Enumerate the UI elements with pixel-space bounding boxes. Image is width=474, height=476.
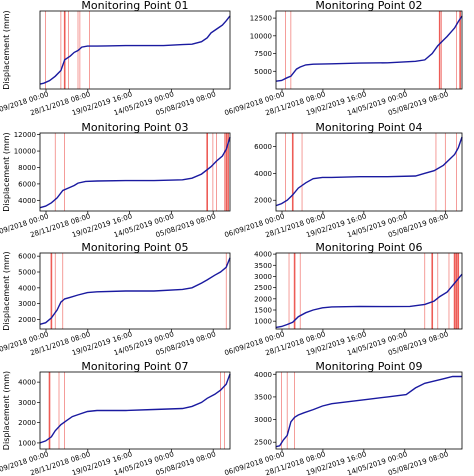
chart-panel: Monitoring Point 07100020003000400006/09… (0, 360, 231, 476)
chart-panel: Monitoring Point 05200030004000500060000… (0, 241, 231, 357)
y-tick-label: 3500 (254, 262, 272, 270)
chart-panel: Monitoring Point 03 4000 6000 8000 10000 1200… (0, 121, 231, 239)
chart-panel: Monitoring Point 0250007500100001250006/… (223, 0, 463, 117)
y-tick-label: 3000 (18, 399, 36, 407)
displacement-line (275, 15, 463, 82)
y-tick-label: 10000 (14, 148, 36, 156)
y-tick-label: 12000 (14, 131, 36, 139)
y-tick-label: 2500 (254, 284, 272, 292)
y-tick-label: 4000 (18, 379, 36, 387)
chart-panel: Monitoring Point 0420004000600006/09/201… (223, 121, 463, 239)
y-tick-label: 12500 (250, 15, 272, 23)
plot-frame (39, 252, 231, 330)
plot-frame (39, 371, 231, 450)
y-tick-label: 5000 (254, 68, 272, 76)
y-tick-label: 3000 (254, 273, 272, 281)
chart-panel: Monitoring Point 06 1000 1500 2000 2500 3000 3… (223, 241, 463, 357)
y-tick-label: 3000 (18, 300, 36, 308)
y-tick-label: 2000 (18, 419, 36, 427)
y-tick-label: 6000 (254, 143, 272, 151)
displacement-line (275, 375, 462, 448)
y-tick-label: 6000 (18, 253, 36, 261)
chart-title: Monitoring Point 01 (81, 0, 188, 12)
y-axis-label: Displacement (mm) (2, 132, 11, 211)
chart-title: Monitoring Point 05 (81, 241, 188, 254)
y-tick-label: 4000 (254, 170, 272, 178)
y-axis-label: Displacement (mm) (2, 10, 11, 89)
y-axis-label: Displacement (mm) (2, 371, 11, 450)
y-tick-label: 2000 (254, 197, 272, 205)
displacement-line (39, 257, 231, 325)
y-tick-label: 8000 (18, 164, 36, 172)
plot-frame (275, 371, 463, 450)
chart-title: Monitoring Point 09 (315, 360, 422, 373)
plot-frame (39, 132, 231, 212)
displacement-line (39, 373, 231, 444)
chart-title: Monitoring Point 04 (315, 121, 422, 134)
displacement-line (39, 15, 231, 85)
y-tick-label: 3000 (254, 416, 272, 424)
y-tick-label: 10000 (250, 32, 272, 40)
y-tick-label: 2500 (254, 439, 272, 447)
y-tick-label: 4000 (18, 284, 36, 292)
chart-panel: Monitoring Point 09250030003500400006/09… (223, 360, 463, 476)
y-tick-label: 1000 (254, 318, 272, 326)
y-tick-label: 4000 (254, 371, 272, 379)
y-tick-label: 6000 (18, 180, 36, 188)
y-tick-label: 2000 (18, 316, 36, 324)
y-tick-label: 1500 (254, 307, 272, 315)
chart-title: Monitoring Point 07 (81, 360, 188, 373)
plot-frame (275, 252, 463, 330)
displacement-line (275, 273, 463, 329)
y-tick-label: 7500 (254, 50, 272, 58)
chart-title: Monitoring Point 06 (315, 241, 422, 254)
y-axis-label: Displacement (mm) (2, 251, 11, 330)
chart-title: Monitoring Point 02 (315, 0, 422, 12)
y-tick-label: 2000 (254, 295, 272, 303)
y-tick-label: 5000 (18, 269, 36, 277)
plot-frame (39, 10, 231, 90)
y-tick-label: 4000 (18, 197, 36, 205)
plot-frame (275, 10, 463, 90)
displacement-line (275, 136, 463, 207)
y-tick-label: 1000 (18, 439, 36, 447)
plot-frame (275, 132, 463, 212)
y-tick-label: 3500 (254, 393, 272, 401)
y-tick-label: 4000 (254, 251, 272, 259)
displacement-line (39, 136, 231, 209)
chart-title: Monitoring Point 03 (81, 121, 188, 134)
